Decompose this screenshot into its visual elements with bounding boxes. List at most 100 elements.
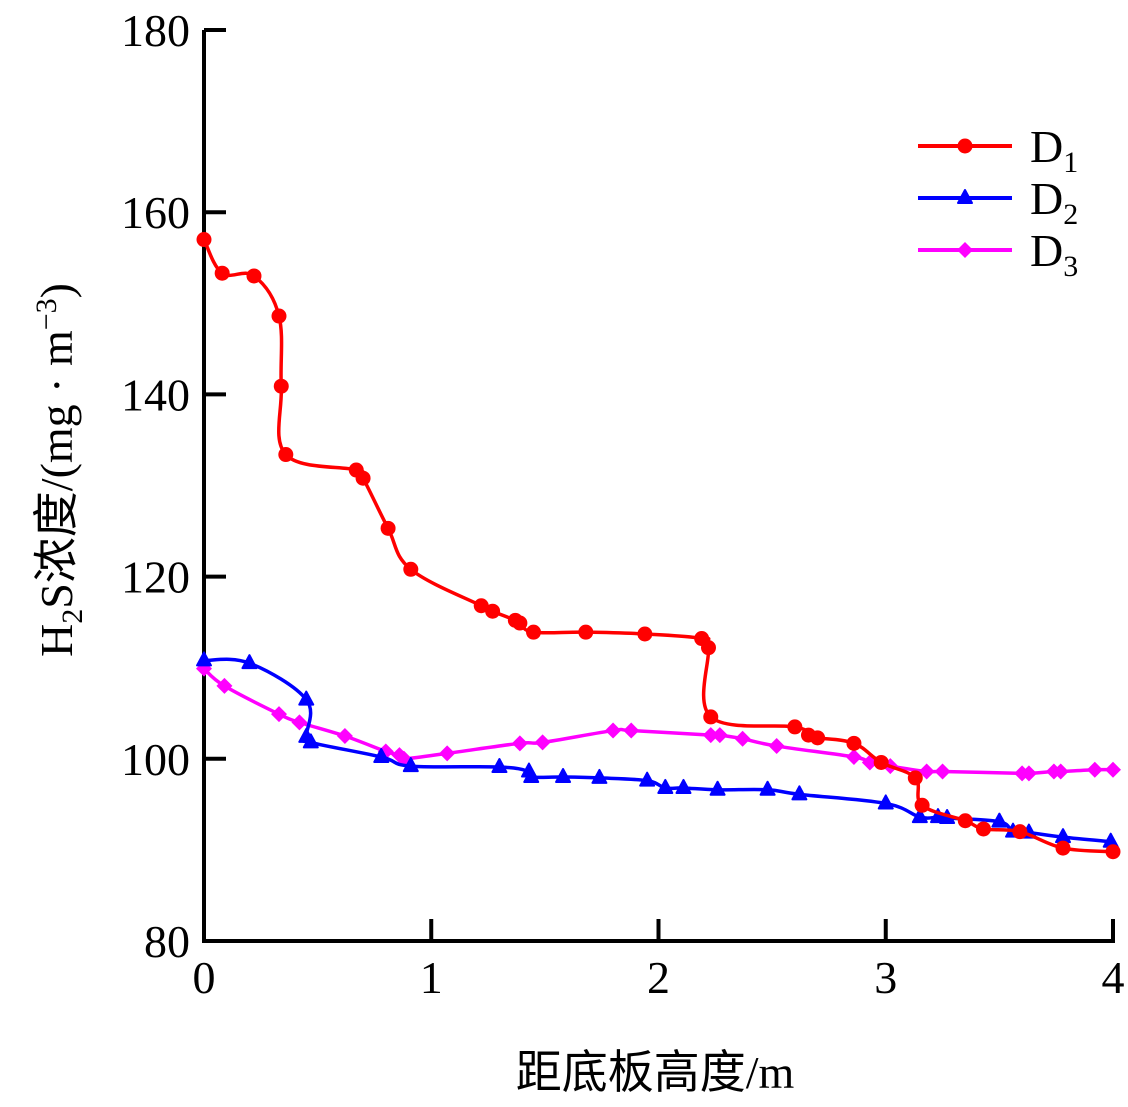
data-point-d1 xyxy=(1105,844,1121,860)
data-point-d1 xyxy=(873,754,889,770)
series-d3 xyxy=(196,660,1121,782)
axes xyxy=(202,28,1115,943)
legend-marker-circle-icon xyxy=(957,138,973,154)
data-point-d1 xyxy=(703,709,719,725)
data-point-d1 xyxy=(196,232,212,248)
data-point-d2 xyxy=(523,768,540,784)
data-point-d2 xyxy=(709,780,726,796)
data-point-d1 xyxy=(810,730,826,746)
legend-label: D3 xyxy=(1030,225,1078,283)
x-axis-title: 距底板高度/m xyxy=(516,1047,795,1098)
series-layer xyxy=(196,232,1121,860)
data-point-d2 xyxy=(657,778,674,794)
data-point-d1 xyxy=(1012,824,1028,840)
data-point-d2 xyxy=(196,651,212,667)
legend-label-main: D xyxy=(1030,173,1063,224)
data-point-d2 xyxy=(402,757,419,773)
legend-label-sub: 2 xyxy=(1063,198,1078,231)
y-tick-label: 120 xyxy=(121,552,190,603)
x-tick-labels: 0 1 2 3 4 xyxy=(193,952,1125,1003)
data-point-d3 xyxy=(336,728,353,745)
y-tick-label: 80 xyxy=(144,916,190,967)
data-point-d2 xyxy=(991,812,1008,828)
y-tick-label: 160 xyxy=(121,187,190,238)
x-tick-label: 0 xyxy=(193,952,216,1003)
data-point-d1 xyxy=(846,735,862,751)
data-point-d1 xyxy=(512,615,528,631)
x-tick-label: 2 xyxy=(647,952,670,1003)
legend-item-d3: D3 xyxy=(918,225,1078,283)
legend-item-d1: D1 xyxy=(918,121,1078,179)
data-point-d2 xyxy=(302,733,319,749)
data-point-d1 xyxy=(271,308,287,324)
data-point-d3 xyxy=(702,727,719,744)
y-axis-title-suffix: ) xyxy=(31,283,82,298)
data-point-d1 xyxy=(787,719,803,735)
data-point-d3 xyxy=(534,734,551,751)
data-point-d1 xyxy=(1055,840,1071,856)
data-point-d3 xyxy=(918,763,935,780)
data-point-d1 xyxy=(403,561,419,577)
data-point-d3 xyxy=(711,727,728,744)
data-point-d2 xyxy=(591,768,608,784)
data-point-d1 xyxy=(473,598,489,614)
series-d2 xyxy=(196,651,1119,848)
data-point-d1 xyxy=(278,447,294,463)
y-axis-title: H2S浓度/(mg · m−3) xyxy=(30,283,89,657)
data-point-d3 xyxy=(1105,761,1121,778)
data-point-d2 xyxy=(241,654,258,670)
data-point-d1 xyxy=(273,378,289,394)
x-tick-label: 4 xyxy=(1102,952,1125,1003)
data-point-d1 xyxy=(578,624,594,640)
data-point-d3 xyxy=(845,748,862,765)
legend-label-main: D xyxy=(1030,225,1063,276)
data-point-d3 xyxy=(623,722,640,739)
data-point-d2 xyxy=(675,778,692,794)
legend-label-sub: 1 xyxy=(1063,146,1078,179)
data-point-d1 xyxy=(485,603,501,619)
data-point-d1 xyxy=(380,520,396,536)
data-point-d2 xyxy=(877,794,894,810)
y-axis-title-sub: 2 xyxy=(56,609,89,624)
data-point-d1 xyxy=(214,265,230,281)
legend-marker-triangle-icon xyxy=(957,189,973,204)
data-point-d3 xyxy=(291,714,308,731)
data-point-d2 xyxy=(639,771,656,787)
series-line-d1 xyxy=(202,238,1114,854)
data-point-d3 xyxy=(439,745,456,762)
data-point-d2 xyxy=(491,757,508,773)
data-point-d3 xyxy=(1020,765,1037,782)
y-tick-labels: 80 100 120 140 160 180 xyxy=(121,5,190,967)
data-point-d2 xyxy=(373,747,390,763)
data-point-d3 xyxy=(1086,761,1103,778)
data-point-d3 xyxy=(1052,763,1069,780)
data-point-d2 xyxy=(911,808,928,824)
data-point-d3 xyxy=(216,677,233,694)
x-tick-label: 3 xyxy=(874,952,897,1003)
x-tick-label: 1 xyxy=(420,952,443,1003)
y-tick-label: 100 xyxy=(121,734,190,785)
data-point-d1 xyxy=(355,470,371,486)
data-point-d1 xyxy=(526,624,542,640)
y-axis-title-prefix: H xyxy=(31,624,82,657)
data-point-d1 xyxy=(246,268,262,284)
data-point-d2 xyxy=(298,690,315,706)
data-point-d1 xyxy=(957,813,973,829)
data-point-d3 xyxy=(511,735,528,752)
y-tick-label: 140 xyxy=(121,369,190,420)
data-point-d2 xyxy=(555,768,572,784)
data-point-d3 xyxy=(768,738,785,755)
y-axis-title-sup: −3 xyxy=(30,298,63,330)
data-point-d1 xyxy=(637,626,653,642)
legend-marker-diamond-icon xyxy=(957,242,973,258)
legend-item-d2: D2 xyxy=(918,173,1078,231)
data-point-d3 xyxy=(270,706,287,723)
data-point-d1 xyxy=(975,821,991,837)
data-point-d3 xyxy=(734,730,751,747)
y-tick-label: 180 xyxy=(121,5,190,56)
data-point-d1 xyxy=(700,640,716,656)
legend-label-main: D xyxy=(1030,121,1063,172)
legend-label: D2 xyxy=(1030,173,1078,231)
